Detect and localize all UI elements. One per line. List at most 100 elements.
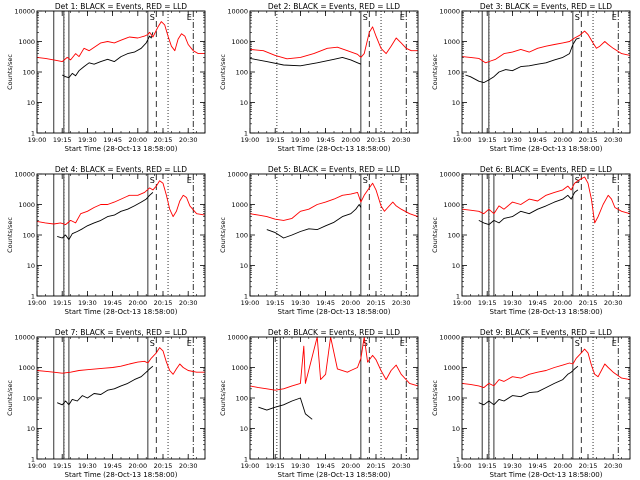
y-tick-label: 1000 [231,364,248,372]
y-tick-label: 10000 [439,8,460,16]
x-tick-label: 20:30 [604,136,623,144]
y-tick-label: 1000 [443,364,460,372]
events-series-line [465,37,580,84]
events-series-line [61,32,154,79]
x-axis-label: Start Time (28-Oct-13 18:58:00) [65,308,178,316]
x-tick-label: 19:15 [478,299,497,307]
y-tick-label: 100 [23,232,35,240]
time-marker-label: E [187,339,192,348]
time-marker-label: S [150,339,155,348]
lld-series-line [461,176,631,224]
y-axis-label: Counts/sec [219,380,227,416]
plot-frame [36,336,206,460]
y-tick-label: 1000 [18,201,35,209]
y-tick-label: 1 [244,130,248,138]
x-tick-label: 20:00 [128,136,147,144]
x-axis-label: Start Time (28-Oct-13 18:58:00) [278,308,391,316]
x-tick-label: 19:45 [528,136,547,144]
x-tick-label: 20:30 [179,136,198,144]
y-tick-label: 10 [452,425,460,433]
x-tick-label: 19:15 [53,299,72,307]
lld-series-line [36,347,205,375]
time-marker-label: S [575,13,580,22]
x-tick-label: 20:30 [604,299,623,307]
chart-title: Det 6: BLACK = Events, RED = LLD [480,165,612,174]
y-tick-label: 100 [23,69,35,77]
lld-series-line [249,26,418,60]
y-tick-label: 1 [456,293,460,301]
x-tick-label: 20:00 [128,299,147,307]
x-tick-label: 20:15 [154,299,173,307]
x-tick-label: 19:45 [103,136,122,144]
chart-title: Det 4: BLACK = Events, RED = LLD [55,165,187,174]
y-tick-label: 1 [456,456,460,464]
lld-series-line [461,30,631,64]
x-tick-label: 19:30 [291,136,310,144]
x-tick-label: 20:30 [392,462,411,470]
time-marker-label: S [575,339,580,348]
y-axis-label: Counts/sec [6,380,14,416]
y-tick-label: 10000 [227,334,248,342]
y-axis-label: Counts/sec [431,54,439,90]
chart-title: Det 5: BLACK = Events, RED = LLD [268,165,400,174]
time-marker-label: E [612,339,617,348]
x-tick-label: 19:15 [478,462,497,470]
y-tick-label: 100 [448,69,460,77]
x-axis-label: Start Time (28-Oct-13 18:58:00) [490,471,603,479]
y-tick-label: 10 [27,425,35,433]
x-axis-label: Start Time (28-Oct-13 18:58:00) [278,471,391,479]
chart-title: Det 9: BLACK = Events, RED = LLD [480,328,612,337]
lld-series-line [461,348,631,389]
plot-frame [249,10,419,134]
y-tick-label: 10000 [14,334,35,342]
time-marker-label: E [187,13,192,22]
events-series-line [478,365,579,406]
y-axis-label: Counts/sec [431,217,439,253]
y-tick-label: 1 [31,130,35,138]
lld-series-line [249,336,419,391]
x-tick-label: 19:00 [241,462,260,470]
chart-title: Det 7: BLACK = Events, RED = LLD [55,328,187,337]
y-tick-label: 10 [240,99,248,107]
detector-panel: Det 2: BLACK = Events, RED = LLD Counts/s… [219,2,419,153]
y-tick-label: 10 [27,262,35,270]
y-tick-label: 10 [27,99,35,107]
y-tick-label: 10000 [14,171,35,179]
x-tick-label: 19:00 [453,299,472,307]
y-tick-label: 100 [23,395,35,403]
detector-panel: Det 3: BLACK = Events, RED = LLD Counts/s… [431,2,631,153]
time-marker-label: E [187,176,192,185]
x-tick-label: 19:30 [78,299,97,307]
y-tick-label: 10000 [227,8,248,16]
y-axis-label: Counts/sec [431,380,439,416]
x-tick-label: 19:15 [53,462,72,470]
y-tick-label: 10000 [439,171,460,179]
x-tick-label: 19:45 [316,462,335,470]
y-tick-label: 100 [236,395,248,403]
chart-title: Det 8: BLACK = Events, RED = LLD [268,328,400,337]
x-tick-label: 19:30 [78,136,97,144]
lld-series-line [36,21,205,63]
lld-series-line [249,182,419,221]
y-tick-label: 100 [448,395,460,403]
x-tick-label: 20:30 [179,462,198,470]
x-axis-label: Start Time (28-Oct-13 18:58:00) [490,145,603,153]
detector-panel: Det 5: BLACK = Events, RED = LLD Counts/s… [219,165,419,316]
time-marker-label: S [363,13,368,22]
y-tick-label: 100 [236,69,248,77]
x-tick-label: 19:00 [28,462,47,470]
x-tick-label: 20:15 [154,462,173,470]
time-marker-label: E [400,13,405,22]
y-tick-label: 1 [31,456,35,464]
y-tick-label: 10 [240,425,248,433]
x-axis-label: Start Time (28-Oct-13 18:58:00) [490,308,603,316]
y-axis-label: Counts/sec [6,217,14,253]
x-tick-label: 19:45 [103,462,122,470]
plot-frame [461,173,631,297]
events-series-line [57,192,154,241]
x-axis-label: Start Time (28-Oct-13 18:58:00) [65,145,178,153]
x-tick-label: 20:15 [579,136,598,144]
x-tick-label: 20:15 [579,462,598,470]
time-marker-label: E [400,339,405,348]
